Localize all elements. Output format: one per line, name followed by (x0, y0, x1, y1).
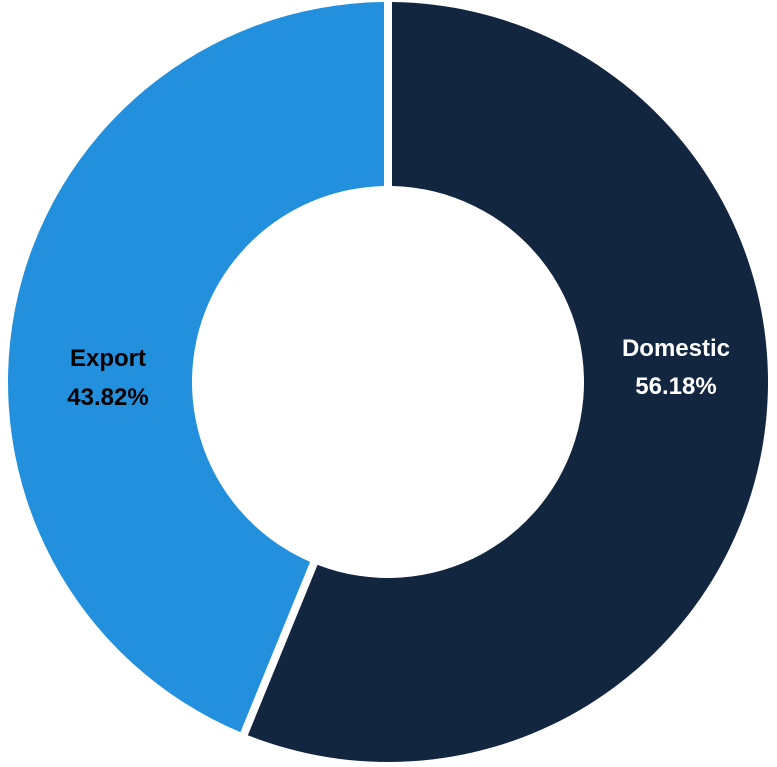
slice-label-domestic-name: Domestic (622, 335, 730, 362)
slice-export (7, 2, 385, 733)
slice-domestic (247, 2, 768, 762)
slice-label-export: Export 43.82% (67, 345, 148, 411)
chart-slices (7, 2, 768, 762)
slice-label-domestic-value: 56.18% (635, 373, 716, 400)
slice-label-export-name: Export (70, 345, 146, 372)
slice-label-domestic: Domestic 56.18% (622, 335, 730, 400)
slice-label-export-value: 43.82% (67, 384, 148, 411)
